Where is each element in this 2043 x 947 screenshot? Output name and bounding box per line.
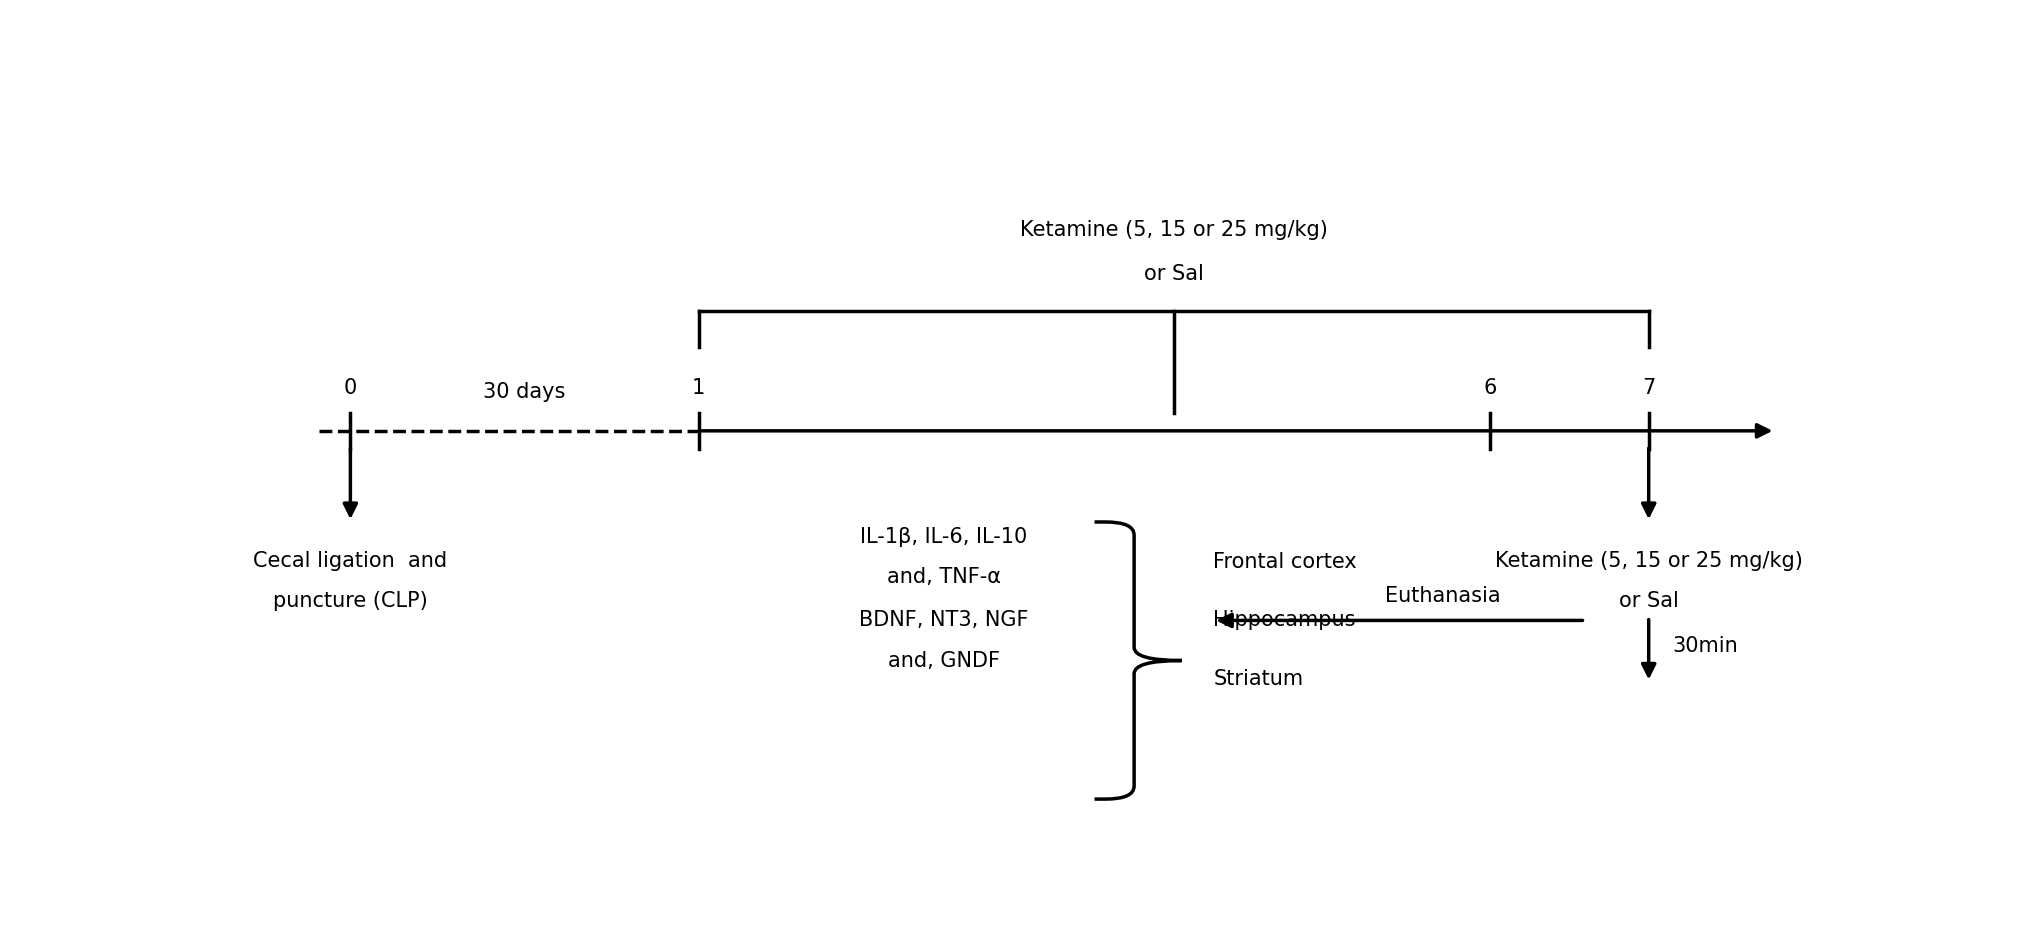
- Text: and, GNDF: and, GNDF: [889, 651, 1001, 670]
- Text: or Sal: or Sal: [1144, 264, 1203, 284]
- Text: 30min: 30min: [1673, 636, 1739, 656]
- Text: Striatum: Striatum: [1214, 669, 1303, 688]
- Text: 1: 1: [693, 378, 705, 398]
- Text: BDNF, NT3, NGF: BDNF, NT3, NGF: [860, 611, 1030, 631]
- Text: 0: 0: [343, 378, 358, 398]
- Text: Frontal cortex: Frontal cortex: [1214, 552, 1357, 572]
- Text: Ketamine (5, 15 or 25 mg/kg): Ketamine (5, 15 or 25 mg/kg): [1019, 221, 1328, 241]
- Text: IL-1β, IL-6, IL-10: IL-1β, IL-6, IL-10: [860, 527, 1028, 546]
- Text: or Sal: or Sal: [1618, 591, 1679, 611]
- Text: 7: 7: [1643, 378, 1655, 398]
- Text: Cecal ligation  and: Cecal ligation and: [253, 551, 447, 571]
- Text: Hippocampus: Hippocampus: [1214, 611, 1357, 631]
- Text: and, TNF-α: and, TNF-α: [887, 566, 1001, 587]
- Text: Euthanasia: Euthanasia: [1385, 586, 1502, 606]
- Text: Ketamine (5, 15 or 25 mg/kg): Ketamine (5, 15 or 25 mg/kg): [1495, 551, 1802, 571]
- Text: puncture (CLP): puncture (CLP): [274, 591, 427, 611]
- Text: 6: 6: [1483, 378, 1498, 398]
- Text: 30 days: 30 days: [484, 382, 566, 402]
